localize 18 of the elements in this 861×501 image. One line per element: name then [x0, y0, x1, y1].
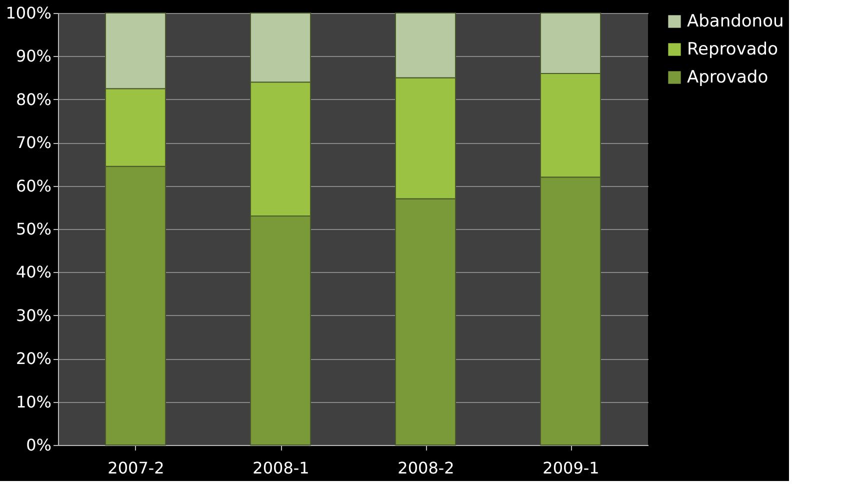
- y-tick-label: 70%: [16, 133, 52, 152]
- x-tick-label: 2008-2: [398, 458, 454, 478]
- y-tick-label: 60%: [16, 176, 52, 196]
- x-tick-label: 2007-2: [108, 458, 164, 478]
- y-tick-label: 80%: [16, 90, 52, 109]
- legend-label: Reprovado: [687, 40, 778, 60]
- y-tick-label: 90%: [16, 46, 52, 66]
- legend-label: Aprovado: [687, 68, 768, 88]
- y-tick-label: 50%: [16, 220, 52, 238]
- x-tick-label: 2009-1: [542, 458, 600, 478]
- legend-label: Abandonou: [687, 12, 784, 32]
- y-tick-label: 30%: [16, 306, 52, 325]
- y-tick-label: 40%: [16, 262, 52, 282]
- y-tick-label: 0%: [26, 436, 52, 454]
- y-tick-label: 100%: [6, 4, 52, 22]
- y-tick-label: 10%: [16, 392, 52, 412]
- y-tick-label: 20%: [16, 349, 52, 368]
- x-tick-label: 2008-1: [252, 458, 310, 478]
